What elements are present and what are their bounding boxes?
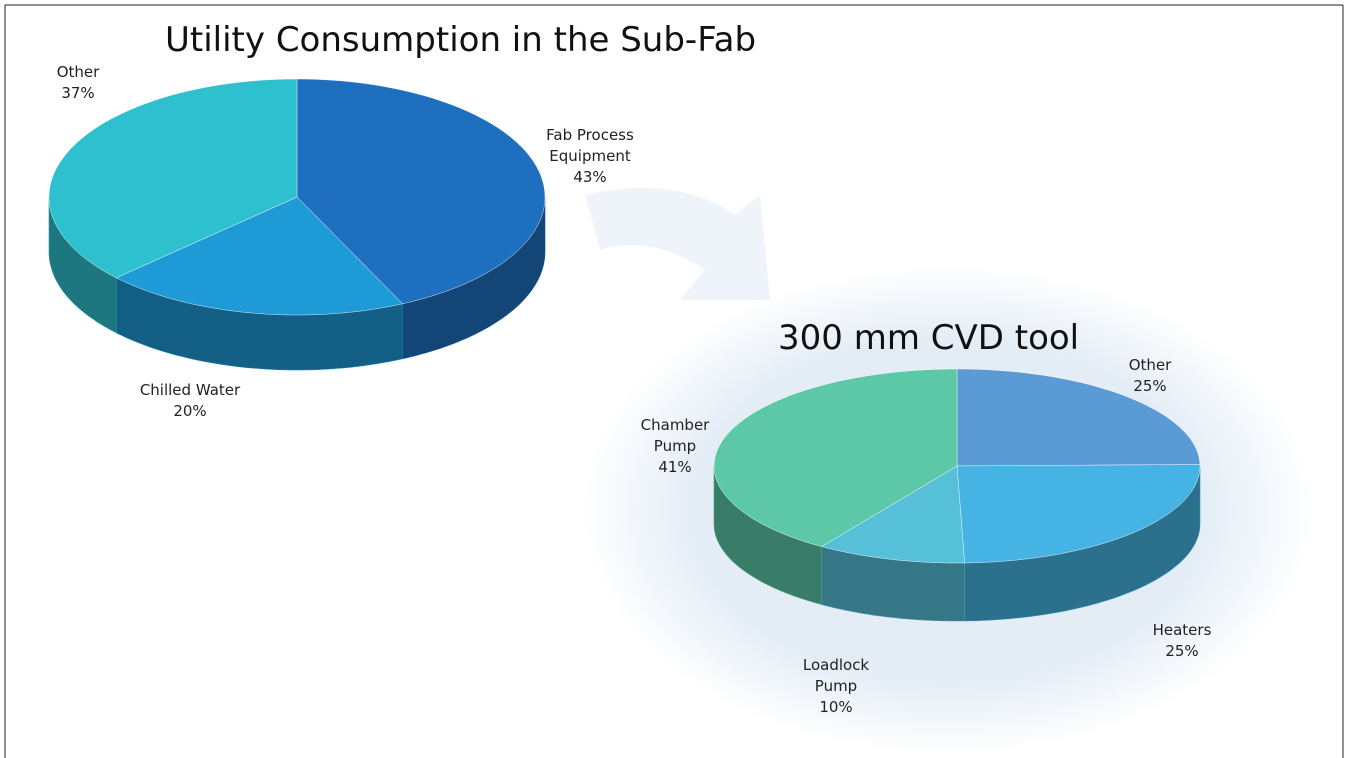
pie-slice xyxy=(821,465,965,564)
chart-title: Utility Consumption in the Sub-Fab xyxy=(165,20,757,60)
pie-slice xyxy=(713,368,958,547)
chart-title: 300 mm CVD tool xyxy=(778,318,1080,358)
value-label: 37% xyxy=(61,84,95,102)
data-label: Heaters 25% xyxy=(1142,620,1222,662)
data-label: Fab Process Equipment 43% xyxy=(535,125,645,188)
data-label: Loadlock Pump 10% xyxy=(791,655,881,718)
pie-slice xyxy=(296,78,546,305)
category-label: Chamber Pump xyxy=(640,416,710,455)
category-label: Other xyxy=(1128,356,1172,374)
category-label: Heaters xyxy=(1152,621,1212,639)
category-label: Chilled Water xyxy=(139,381,241,399)
value-label: 20% xyxy=(173,402,207,420)
pie-slice xyxy=(956,368,1201,467)
data-label: Chamber Pump 41% xyxy=(630,415,720,478)
value-label: 25% xyxy=(1165,642,1199,660)
category-label: Fab Process Equipment xyxy=(546,126,634,165)
value-label: 43% xyxy=(573,168,607,186)
value-label: 25% xyxy=(1133,377,1167,395)
data-label: Other 25% xyxy=(1115,355,1185,397)
pie-slice xyxy=(115,196,403,316)
data-label: Other 37% xyxy=(43,62,113,104)
pie-slice xyxy=(956,464,1201,564)
data-label: Chilled Water 20% xyxy=(125,380,255,422)
value-label: 41% xyxy=(658,458,692,476)
pie-slice xyxy=(48,78,298,279)
arrow xyxy=(585,187,770,300)
category-label: Other xyxy=(56,63,100,81)
category-label: Loadlock Pump xyxy=(802,656,870,695)
value-label: 10% xyxy=(819,698,853,716)
